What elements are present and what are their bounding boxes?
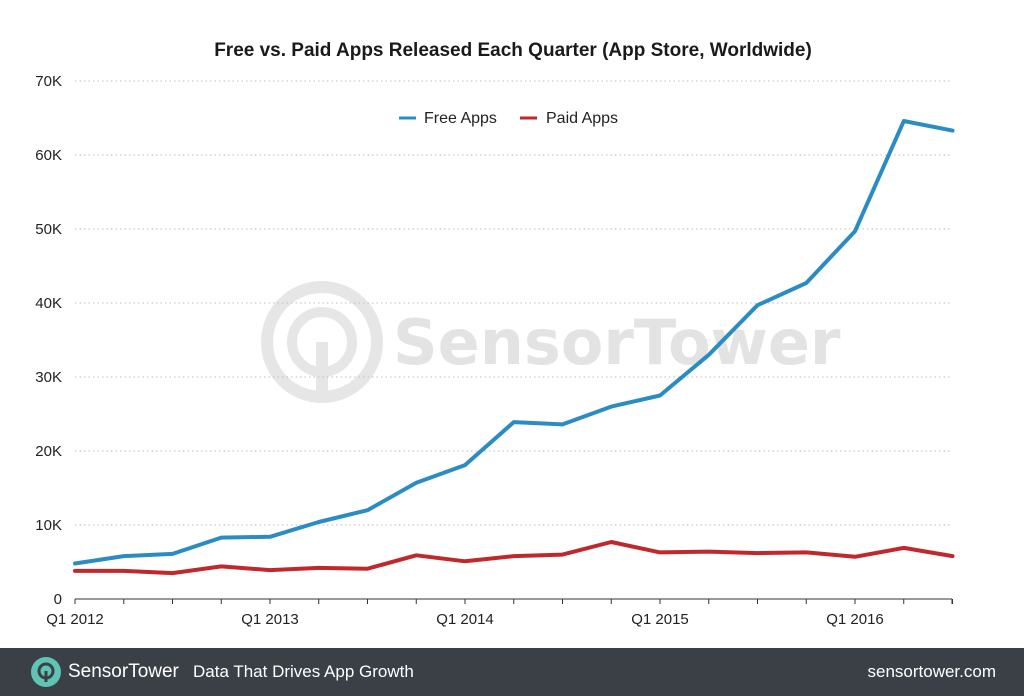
x-axis-ticks: Q1 2012 Q1 2013 Q1 2014 Q1 2015 Q1 2016 [46, 599, 953, 628]
gridlines [75, 80, 952, 526]
x-tick-label: Q1 2015 [631, 611, 689, 628]
sensortower-logo-icon [31, 657, 61, 687]
series-layer [73, 119, 955, 576]
y-tick-label: 50K [35, 221, 62, 238]
x-tick-label: Q1 2013 [241, 611, 299, 628]
x-tick-label: Q1 2012 [46, 611, 104, 628]
y-axis-ticks: 0 10K 20K 30K 40K 50K 60K 70K [35, 73, 62, 608]
y-tick-label: 10K [35, 517, 62, 534]
chart-title: Free vs. Paid Apps Released Each Quarter… [214, 40, 812, 61]
legend-label-paid-apps: Paid Apps [546, 110, 618, 127]
legend-label-free-apps: Free Apps [424, 110, 497, 127]
y-tick-label: 0 [54, 591, 62, 608]
legend: Free Apps Paid Apps [399, 110, 618, 127]
y-tick-label: 30K [35, 369, 62, 386]
series-line-free-apps [73, 119, 955, 566]
footer-tagline: Data That Drives App Growth [193, 662, 414, 681]
y-tick-label: 60K [35, 147, 62, 164]
x-tick-label: Q1 2014 [436, 611, 494, 628]
series-line-paid-apps [73, 540, 955, 576]
y-tick-label: 40K [35, 295, 62, 312]
watermark-text: SensorTower [393, 306, 841, 379]
x-tick-label: Q1 2016 [826, 611, 884, 628]
watermark: SensorTower [261, 281, 841, 403]
y-tick-label: 20K [35, 443, 62, 460]
y-tick-label: 70K [35, 73, 62, 90]
footer-brand: SensorTower [68, 661, 179, 682]
footer-url-link[interactable]: sensortower.com [867, 662, 997, 681]
line-chart: SensorTower Free vs. Paid Apps Released … [35, 40, 955, 628]
footer-bar: SensorTower Data That Drives App Growth … [0, 648, 1024, 696]
